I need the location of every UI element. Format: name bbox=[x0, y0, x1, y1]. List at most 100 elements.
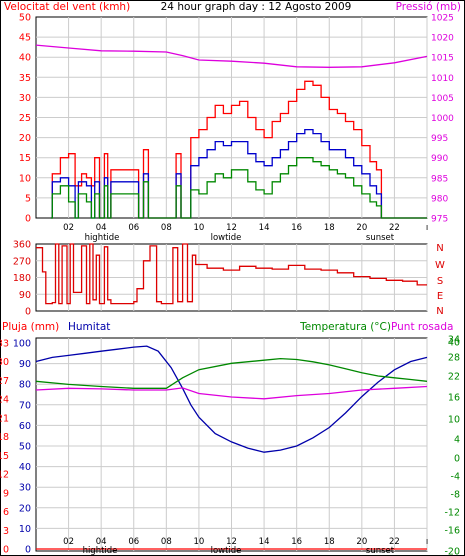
x-tick-label: 02 bbox=[63, 223, 74, 233]
rain-y-tick: 18 bbox=[0, 432, 9, 443]
wind-axis-title: Velocitat del vent (kmh) bbox=[4, 1, 130, 13]
hightide-note: hightide bbox=[85, 233, 120, 243]
humidity-y-tick: 70 bbox=[19, 400, 31, 411]
pressure-y-tick: 1025 bbox=[431, 14, 454, 24]
x-tick-label: 20 bbox=[356, 537, 367, 547]
x-tick-label: 14 bbox=[259, 223, 270, 233]
x-tick-label: ı bbox=[426, 223, 428, 233]
wind_min-line bbox=[50, 157, 427, 219]
wind-series bbox=[35, 44, 428, 219]
temperature-y-tick: 22 bbox=[448, 372, 460, 383]
temperature-y-tick: -16 bbox=[444, 526, 460, 537]
compass-label: S bbox=[437, 276, 443, 287]
pressure-y-tick: 1010 bbox=[431, 74, 454, 84]
humidity-series bbox=[35, 345, 428, 550]
humidity-y-tick: 80 bbox=[19, 380, 31, 391]
temperature-y-tick: 28 bbox=[448, 353, 460, 364]
direction-y-tick: 360 bbox=[13, 240, 31, 251]
temperature-y-tick: -20 bbox=[444, 547, 460, 556]
pressure-y-tick: 1020 bbox=[431, 34, 454, 44]
humidity-grid bbox=[36, 338, 428, 551]
compass-label: N bbox=[436, 243, 443, 254]
wind-y-tick: 35 bbox=[19, 73, 31, 84]
humidity-temperature-chart: 03691215182124273033 0102030405060708090… bbox=[0, 335, 460, 556]
temperature-y-tick: -8 bbox=[451, 490, 460, 501]
humidity-y-tick: 60 bbox=[19, 421, 31, 432]
x-tick-label: 18 bbox=[324, 223, 335, 233]
temperature-y-tick: 10 bbox=[448, 415, 460, 426]
humidity-y-ticks: 0 10 20 30 40 50 60 70 80 90 100 bbox=[13, 339, 31, 556]
compass-label: W bbox=[435, 260, 445, 271]
direction-y-tick: 90 bbox=[19, 290, 31, 301]
wind-y-tick: 15 bbox=[19, 153, 31, 164]
temperature-y-tick: 4 bbox=[454, 435, 460, 446]
dewpoint-line bbox=[35, 385, 428, 400]
wind-y-tick: 50 bbox=[19, 13, 31, 24]
humidity-y-tick: 100 bbox=[13, 339, 31, 350]
temperature-axis-title: Temperatura (°C) bbox=[299, 321, 391, 333]
lowtide-note-2: lowtide bbox=[211, 546, 242, 556]
wind-y-tick: 20 bbox=[19, 133, 31, 144]
pressure-y-tick: 1015 bbox=[431, 54, 454, 64]
x-tick-label: 18 bbox=[324, 537, 335, 547]
x-tick-label: 14 bbox=[259, 537, 270, 547]
wind-y-ticks: 0 5 10 15 20 25 30 35 40 45 50 bbox=[19, 13, 31, 225]
x-tick-label: 04 bbox=[96, 223, 107, 233]
x-tick-label: 10 bbox=[194, 223, 205, 233]
wind-y-tick: 10 bbox=[19, 173, 31, 184]
humidity-y-tick: 0 bbox=[25, 545, 31, 556]
temperature-y-tick: 16 bbox=[448, 393, 460, 404]
humidity-y-tick: 50 bbox=[19, 442, 31, 453]
temperature-y-tick: 34 bbox=[448, 335, 460, 346]
temperature-y-tick: -12 bbox=[444, 508, 460, 519]
direction-y-tick: 180 bbox=[13, 273, 31, 284]
x-tick-label: 04 bbox=[96, 537, 107, 547]
pressure-line bbox=[35, 44, 428, 68]
wind-y-tick: 45 bbox=[19, 33, 31, 44]
humidity-line bbox=[35, 345, 428, 453]
x-tick-label: 06 bbox=[128, 223, 139, 233]
rain-y-tick: 24 bbox=[0, 395, 9, 406]
pressure-y-tick: 985 bbox=[431, 174, 448, 184]
humidity-y-tick: 40 bbox=[19, 462, 31, 473]
sunset-note: sunset bbox=[366, 233, 395, 243]
wind-y-tick: 5 bbox=[25, 193, 31, 204]
x-tick-label: 22 bbox=[389, 223, 400, 233]
wind-y-tick: 40 bbox=[19, 53, 31, 64]
rain-y-tick: 27 bbox=[0, 376, 9, 387]
chart-1-title: 24 hour graph day : 12 Agosto 2009 bbox=[161, 1, 352, 13]
x-tick-label: 02 bbox=[63, 537, 74, 547]
humidity-axis-title: Humitat bbox=[68, 321, 110, 333]
wind-x-ticks: 02 04 06 08 10 12 14 16 18 20 22 ı bbox=[63, 223, 428, 233]
temperature-y-tick: 40 bbox=[448, 338, 460, 349]
rain-y-tick: 30 bbox=[0, 357, 9, 368]
rain-y-tick: 33 bbox=[0, 339, 9, 350]
rain-y-tick: 15 bbox=[0, 451, 9, 462]
wind-y-tick: 25 bbox=[19, 113, 31, 124]
compass-label: E bbox=[437, 291, 443, 302]
x-tick-label: 16 bbox=[291, 223, 302, 233]
rain-y-tick: 0 bbox=[3, 545, 9, 556]
rain-y-tick: 9 bbox=[3, 488, 9, 499]
humidity-x-ticks: 02 04 06 08 10 12 14 16 18 20 22 ı bbox=[63, 537, 428, 547]
direction-y-tick: 0 bbox=[25, 307, 31, 318]
x-tick-label: 12 bbox=[226, 537, 237, 547]
humidity-y-tick: 90 bbox=[19, 359, 31, 370]
temperature-y-tick: 0 bbox=[454, 454, 460, 465]
direction-y-tick: 270 bbox=[13, 256, 31, 267]
x-tick-label: 08 bbox=[161, 537, 172, 547]
wind-grid bbox=[36, 17, 428, 218]
humidity-y-tick: 20 bbox=[19, 503, 31, 514]
rain-y-tick: 21 bbox=[0, 413, 9, 424]
pressure-y-tick: 980 bbox=[431, 194, 448, 204]
hightide-note-2: hightide bbox=[83, 546, 118, 556]
direction-line bbox=[36, 243, 427, 305]
direction-grid bbox=[36, 244, 428, 311]
rain-y-tick: 3 bbox=[3, 526, 9, 537]
pressure-y-tick: 975 bbox=[431, 215, 448, 225]
x-tick-label: 06 bbox=[128, 537, 139, 547]
